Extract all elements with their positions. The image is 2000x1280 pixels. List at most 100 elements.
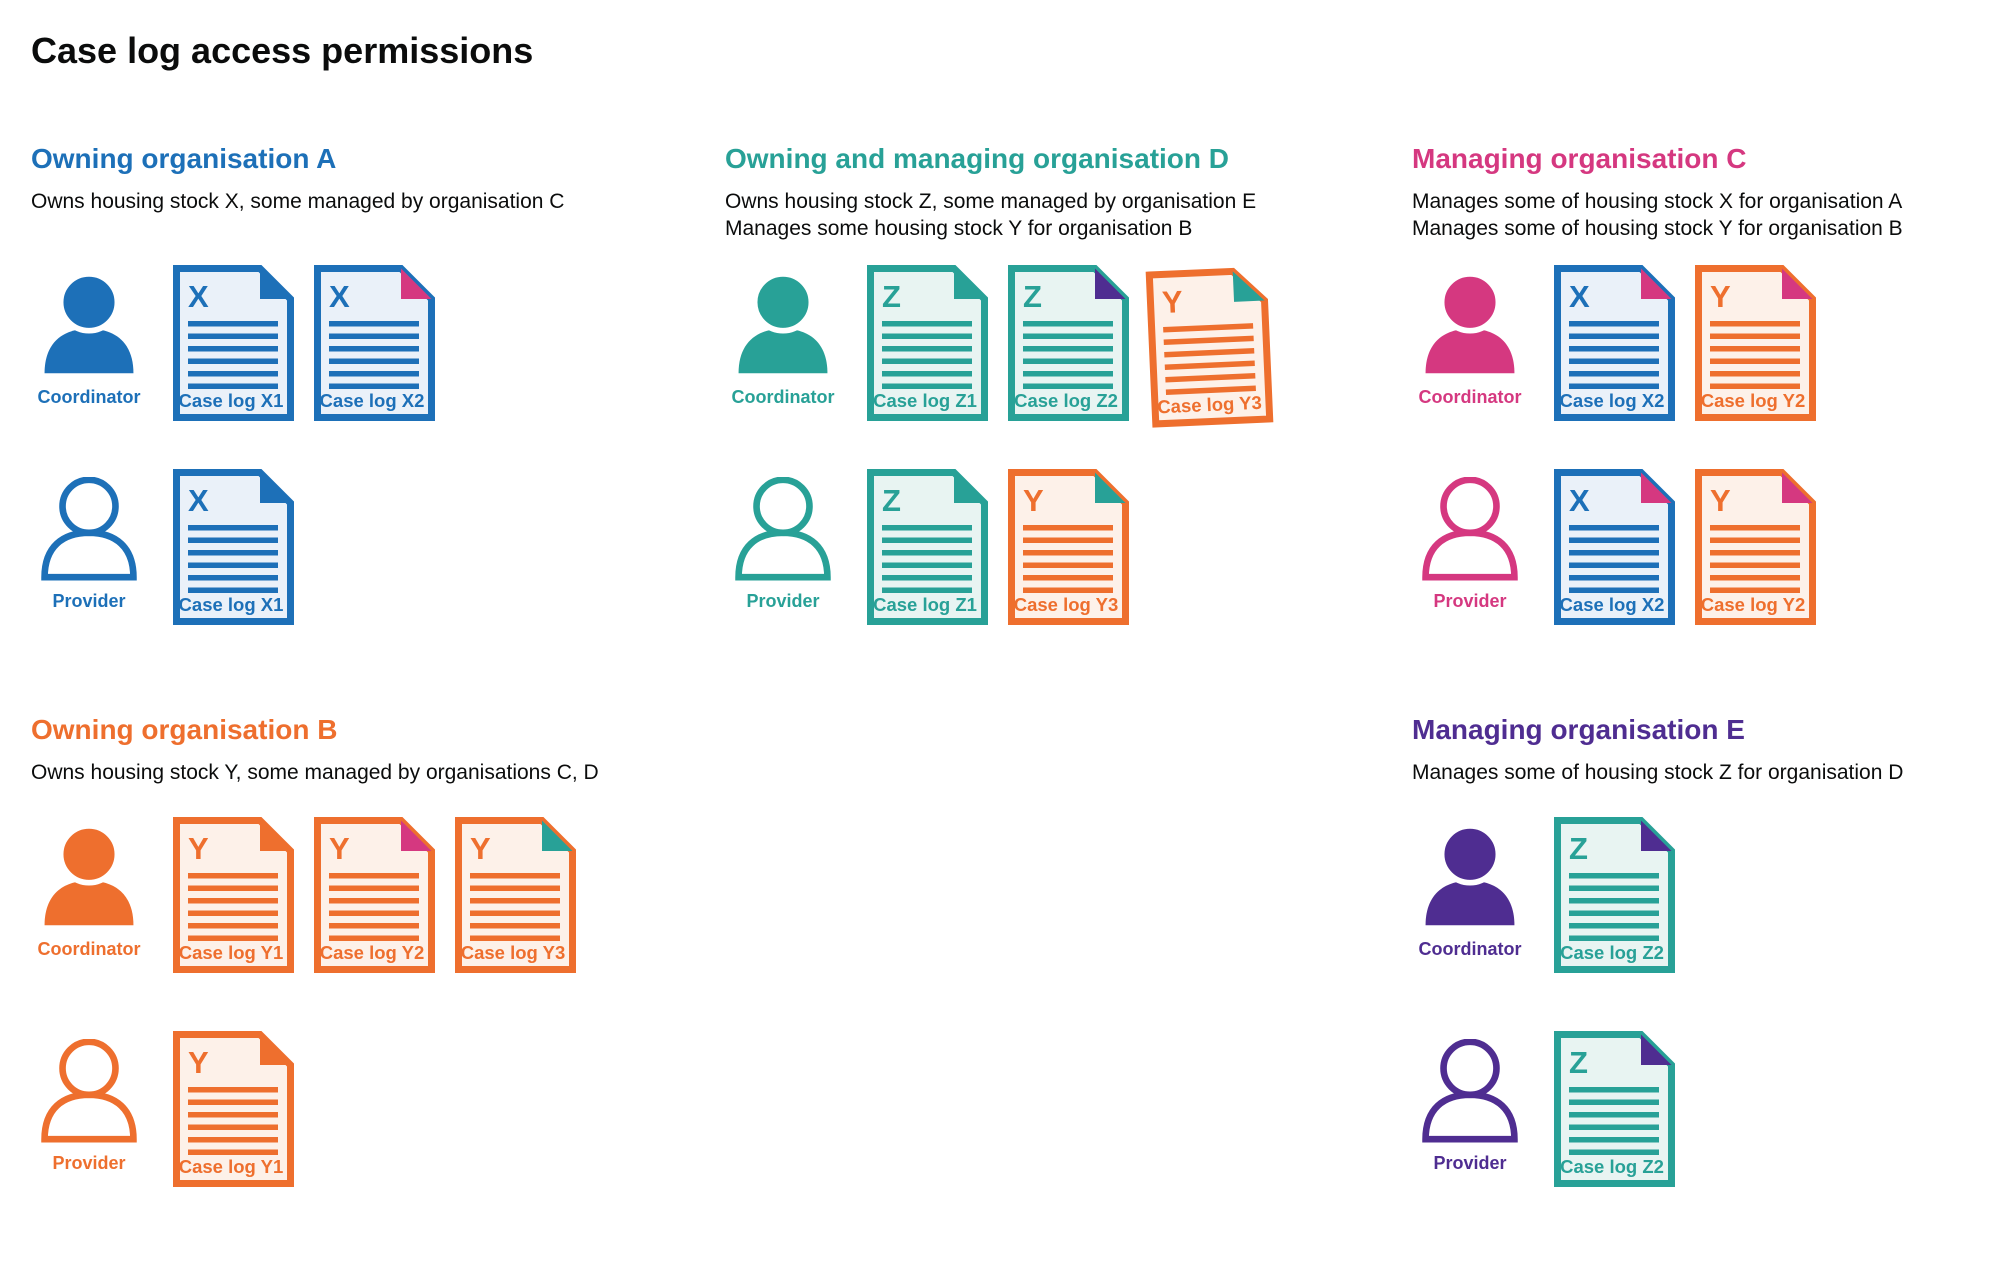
role-label: Provider xyxy=(1433,1153,1507,1173)
doc-label: Case log X2 xyxy=(1560,594,1665,615)
org-group-b: Owning organisation B Owns housing stock… xyxy=(31,714,691,1187)
document-icon: Z Case log Z1 xyxy=(867,469,988,625)
doc-letter: Z xyxy=(882,483,901,518)
role-label: Coordinator xyxy=(37,939,141,959)
document-icon: Y Case log Y1 xyxy=(173,1031,294,1187)
provider-figure: Provider xyxy=(31,1039,147,1174)
document-icon: Y Case log Y3 xyxy=(1145,267,1274,428)
coordinator-figure: Coordinator xyxy=(31,825,147,960)
doc-label: Case log Y3 xyxy=(1014,594,1119,615)
coordinator-row: Coordinator Z Case log Z1 xyxy=(725,265,1274,428)
document-icon: Y Case log Y1 xyxy=(173,817,294,973)
document-icon: Y Case log Y3 xyxy=(1008,469,1129,625)
page-title: Case log access permissions xyxy=(31,30,534,71)
coordinator-row: Coordinator Z Case log Z2 xyxy=(1412,817,1675,973)
folded-corner xyxy=(1095,472,1126,503)
folded-corner xyxy=(260,268,291,299)
case-log-docs: Z Case log Z2 xyxy=(1554,817,1675,973)
document-icon: Y Case log Y2 xyxy=(1695,469,1816,625)
coordinator-row: Coordinator X Case log X2 xyxy=(1412,265,1816,421)
case-log-document: X Case log X2 xyxy=(314,265,435,421)
case-log-document: Z Case log Z2 xyxy=(1008,265,1129,421)
folded-corner xyxy=(1782,268,1813,299)
group-description: Owns housing stock Z, some managed by or… xyxy=(725,188,1256,242)
coordinator-figure: Coordinator xyxy=(725,273,841,408)
doc-letter: Y xyxy=(329,831,350,866)
doc-letter: X xyxy=(329,279,350,314)
group-description-line: Owns housing stock Z, some managed by or… xyxy=(725,190,1257,213)
org-group-d: Owning and managing organisation D Owns … xyxy=(725,143,1385,625)
doc-label: Case log X2 xyxy=(320,390,425,411)
group-description-line: Manages some of housing stock Z for orga… xyxy=(1412,761,1904,784)
org-group-c: Managing organisation C Manages some of … xyxy=(1412,143,1972,625)
doc-letter: Z xyxy=(1569,831,1588,866)
case-log-document: X Case log X2 xyxy=(1554,469,1675,625)
provider-person-icon xyxy=(735,477,831,581)
role-label: Coordinator xyxy=(1418,387,1522,407)
case-log-docs: Z Case log Z1 Z Case log Z2 xyxy=(867,265,1274,428)
doc-label: Case log Z1 xyxy=(873,390,977,411)
doc-label: Case log Z2 xyxy=(1014,390,1118,411)
provider-figure: Provider xyxy=(725,477,841,612)
doc-letter: X xyxy=(188,483,209,518)
case-log-document: Y Case log Y3 xyxy=(1145,266,1274,428)
folded-corner xyxy=(1095,268,1126,299)
group-description-line: Manages some of housing stock Y for orga… xyxy=(1412,217,1903,240)
coordinator-person-icon xyxy=(44,825,134,926)
doc-label: Case log Z2 xyxy=(1560,1156,1664,1177)
provider-figure: Provider xyxy=(31,477,147,612)
case-log-docs: X Case log X2 Y Case log Y2 xyxy=(1554,469,1816,625)
case-log-document: Z Case log Z1 xyxy=(867,265,988,421)
provider-person-icon xyxy=(1422,477,1518,581)
org-group-a: Owning organisation A Owns housing stock… xyxy=(31,144,691,625)
case-log-document: Y Case log Y3 xyxy=(455,817,576,973)
doc-label: Case log Y2 xyxy=(320,942,425,963)
provider-row: Provider Z Case log Z1 Y xyxy=(725,469,1129,625)
folded-corner xyxy=(401,820,432,851)
doc-letter: X xyxy=(1569,279,1590,314)
folded-corner xyxy=(260,1034,291,1065)
folded-corner xyxy=(260,472,291,503)
group-title: Owning organisation B xyxy=(31,714,338,745)
doc-label: Case log Z2 xyxy=(1560,942,1664,963)
case-log-docs: Y Case log Y1 Y Case log Y2 xyxy=(173,817,576,973)
case-log-document: Z Case log Z2 xyxy=(1554,817,1675,973)
doc-letter: Y xyxy=(470,831,491,866)
provider-person-icon xyxy=(1422,1039,1518,1143)
group-title: Owning and managing organisation D xyxy=(725,143,1230,174)
provider-person-icon xyxy=(41,1039,137,1143)
doc-label: Case log Z1 xyxy=(873,594,977,615)
doc-label: Case log Y1 xyxy=(179,942,284,963)
case-log-docs: Z Case log Z1 Y Case log Y3 xyxy=(867,469,1129,625)
document-icon: X Case log X1 xyxy=(173,469,294,625)
document-icon: Y Case log Y2 xyxy=(1695,265,1816,421)
role-label: Coordinator xyxy=(1418,939,1522,959)
coordinator-person-icon xyxy=(44,273,134,374)
group-description: Manages some of housing stock X for orga… xyxy=(1412,188,1903,242)
doc-letter: X xyxy=(1569,483,1590,518)
role-label: Provider xyxy=(52,1153,126,1173)
folded-corner xyxy=(260,820,291,851)
group-description-line: Manages some housing stock Y for organis… xyxy=(725,217,1193,240)
case-log-document: Y Case log Y2 xyxy=(1695,265,1816,421)
group-description-line: Owns housing stock Y, some managed by or… xyxy=(31,761,599,784)
provider-person-icon xyxy=(41,477,137,581)
coordinator-person-icon xyxy=(1425,273,1515,374)
folded-corner xyxy=(1782,472,1813,503)
document-icon: Z Case log Z2 xyxy=(1554,1031,1675,1187)
doc-letter: Z xyxy=(882,279,901,314)
folded-corner xyxy=(1232,271,1265,302)
document-icon: Y Case log Y3 xyxy=(455,817,576,973)
document-icon: Y Case log Y2 xyxy=(314,817,435,973)
folded-corner xyxy=(1641,472,1672,503)
provider-row: Provider Z Case log Z2 xyxy=(1412,1031,1675,1187)
document-icon: Z Case log Z1 xyxy=(867,265,988,421)
group-title: Managing organisation C xyxy=(1412,143,1747,174)
folded-corner xyxy=(542,820,573,851)
document-icon: X Case log X1 xyxy=(173,265,294,421)
role-label: Coordinator xyxy=(37,387,141,407)
case-log-docs: X Case log X1 X Case log X2 xyxy=(173,265,435,421)
provider-row: Provider X Case log X2 Y xyxy=(1412,469,1816,625)
org-group-e: Managing organisation E Manages some of … xyxy=(1412,715,1972,1187)
